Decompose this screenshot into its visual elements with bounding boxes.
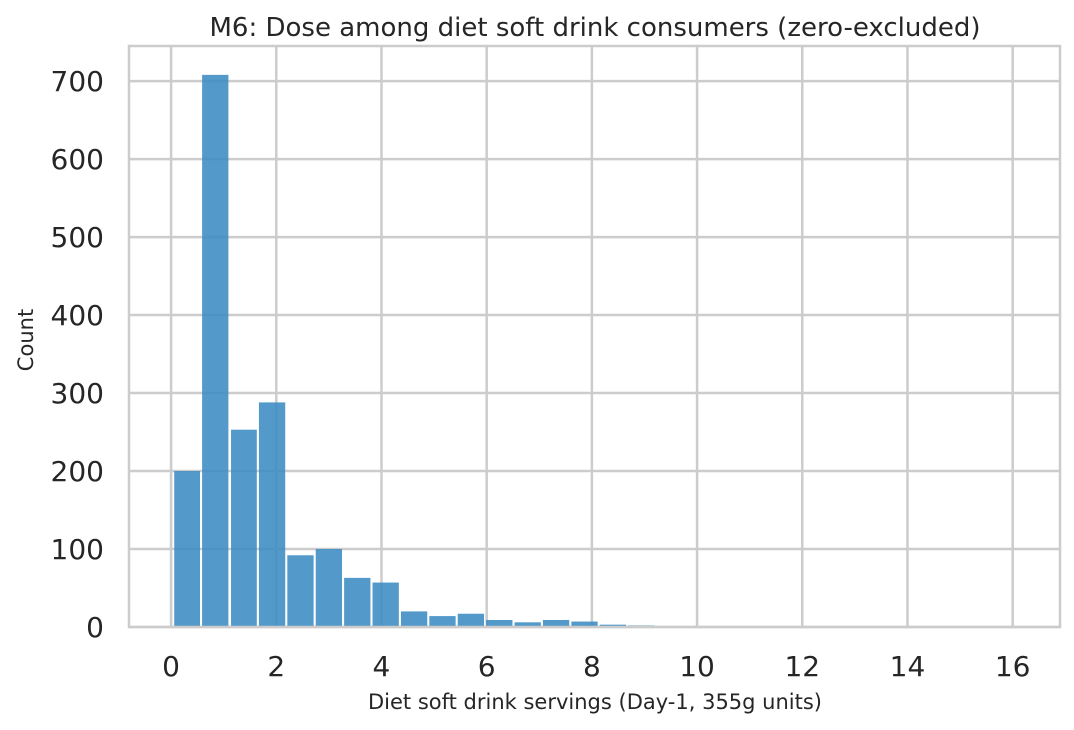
x-tick-label: 4	[373, 650, 391, 683]
histogram-bar	[258, 402, 286, 627]
y-tick-labels: 0 100 200 300 400 500 600 700	[51, 65, 104, 644]
y-axis-label: Count	[14, 309, 38, 371]
histogram-bar	[174, 471, 201, 627]
histogram-bar	[571, 621, 598, 627]
histogram-bar	[202, 74, 229, 627]
y-tick-label: 200	[51, 455, 104, 488]
histogram-bar	[372, 582, 399, 627]
x-tick-label: 2	[267, 650, 285, 683]
histogram-bar	[542, 619, 570, 627]
chart-title: M6: Dose among diet soft drink consumers…	[210, 13, 981, 43]
histogram-bar	[287, 555, 314, 627]
y-tick-label: 300	[51, 377, 104, 410]
x-tick-label: 8	[583, 650, 601, 683]
x-tick-labels: 0 2 4 6 8 10 12 14 16	[162, 650, 1030, 683]
x-tick-label: 12	[784, 650, 820, 683]
y-tick-label: 500	[51, 221, 104, 254]
x-tick-label: 10	[679, 650, 715, 683]
histogram-bar	[231, 429, 257, 627]
y-tick-label: 100	[51, 533, 104, 566]
histogram-bar	[429, 616, 456, 627]
y-tick-label: 0	[86, 611, 104, 644]
histogram-bar	[315, 549, 343, 627]
x-tick-label: 14	[890, 650, 926, 683]
x-tick-label: 16	[995, 650, 1031, 683]
y-tick-label: 600	[51, 143, 104, 176]
y-tick-label: 700	[51, 65, 104, 98]
x-tick-label: 0	[162, 650, 180, 683]
x-tick-label: 6	[478, 650, 496, 683]
histogram-bar	[486, 619, 513, 627]
bars	[174, 74, 1053, 627]
histogram-bar	[400, 611, 428, 627]
histogram-bar	[514, 622, 541, 627]
y-tick-label: 400	[51, 299, 104, 332]
histogram-bar	[344, 577, 371, 627]
plot-frame	[127, 44, 1062, 629]
histogram-bar	[457, 613, 485, 627]
x-axis-label: Diet soft drink servings (Day-1, 355g un…	[368, 690, 822, 714]
